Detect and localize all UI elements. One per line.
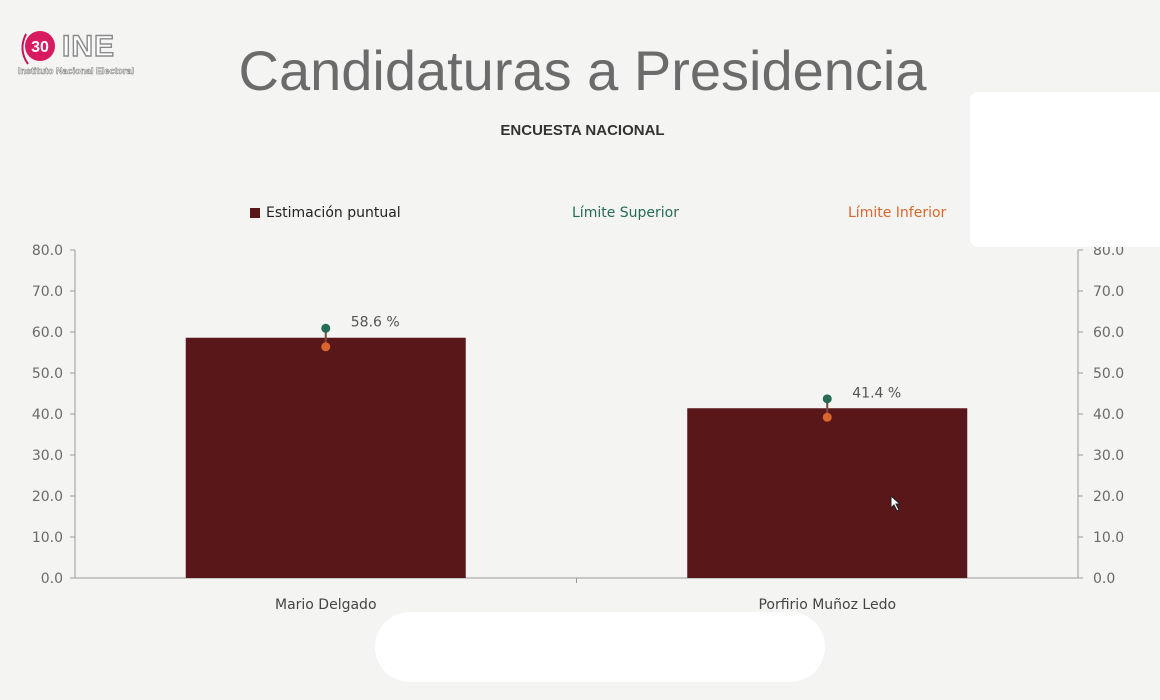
y-tick-label-right: 70.0 bbox=[1093, 284, 1124, 300]
chart-title: ENCUESTA NACIONAL bbox=[500, 122, 665, 139]
logo-badge-text: 30 bbox=[31, 39, 49, 56]
data-label: 58.6 % bbox=[351, 315, 400, 331]
redaction-box bbox=[375, 612, 825, 682]
y-tick-label-left: 80.0 bbox=[32, 243, 63, 259]
data-label: 41.4 % bbox=[852, 385, 901, 401]
point-limite-inferior bbox=[822, 412, 832, 422]
y-tick-label-right: 20.0 bbox=[1093, 489, 1124, 505]
y-tick-label-right: 10.0 bbox=[1093, 530, 1124, 546]
y-tick-label-right: 80.0 bbox=[1093, 243, 1124, 259]
y-tick-label-left: 60.0 bbox=[32, 325, 63, 341]
legend-label: Límite Superior bbox=[572, 205, 679, 221]
legend-item-inferior: Límite Inferior bbox=[848, 203, 946, 223]
bar-estimacion bbox=[185, 337, 466, 578]
page-title: Candidaturas a Presidencia bbox=[238, 39, 927, 102]
logo-badge-icon: 30 bbox=[21, 31, 55, 65]
x-category-label: Mario Delgado bbox=[275, 597, 377, 613]
logo-text: INE bbox=[61, 30, 116, 63]
point-limite-superior bbox=[321, 323, 331, 333]
legend-label: Estimación puntual bbox=[266, 205, 401, 221]
point-limite-superior bbox=[822, 394, 832, 404]
y-tick-label-right: 30.0 bbox=[1093, 448, 1124, 464]
y-tick-label-left: 50.0 bbox=[32, 366, 63, 382]
y-tick-label-left: 0.0 bbox=[41, 571, 63, 587]
ine-logo: 30 INE Instituto Nacional Electoral bbox=[16, 28, 158, 80]
y-tick-label-left: 30.0 bbox=[32, 448, 63, 464]
legend-item-superior: Límite Superior bbox=[572, 203, 679, 223]
y-tick-label-right: 50.0 bbox=[1093, 366, 1124, 382]
y-tick-label-left: 70.0 bbox=[32, 284, 63, 300]
point-limite-inferior bbox=[321, 342, 331, 352]
legend-label: Límite Inferior bbox=[848, 205, 947, 221]
y-tick-label-right: 0.0 bbox=[1093, 571, 1115, 587]
legend-swatch bbox=[250, 208, 260, 218]
y-tick-label-right: 40.0 bbox=[1093, 407, 1124, 423]
logo-subtext: Instituto Nacional Electoral bbox=[18, 66, 135, 77]
legend-item-estimacion: Estimación puntual bbox=[250, 203, 401, 223]
x-category-label: Porfirio Muñoz Ledo bbox=[758, 597, 896, 613]
y-tick-label-left: 20.0 bbox=[32, 489, 63, 505]
y-tick-label-left: 10.0 bbox=[32, 530, 63, 546]
mouse-cursor-icon bbox=[890, 495, 902, 512]
y-tick-label-right: 60.0 bbox=[1093, 325, 1124, 341]
y-tick-label-left: 40.0 bbox=[32, 407, 63, 423]
bar-estimacion bbox=[687, 408, 968, 578]
redaction-box bbox=[970, 92, 1160, 247]
